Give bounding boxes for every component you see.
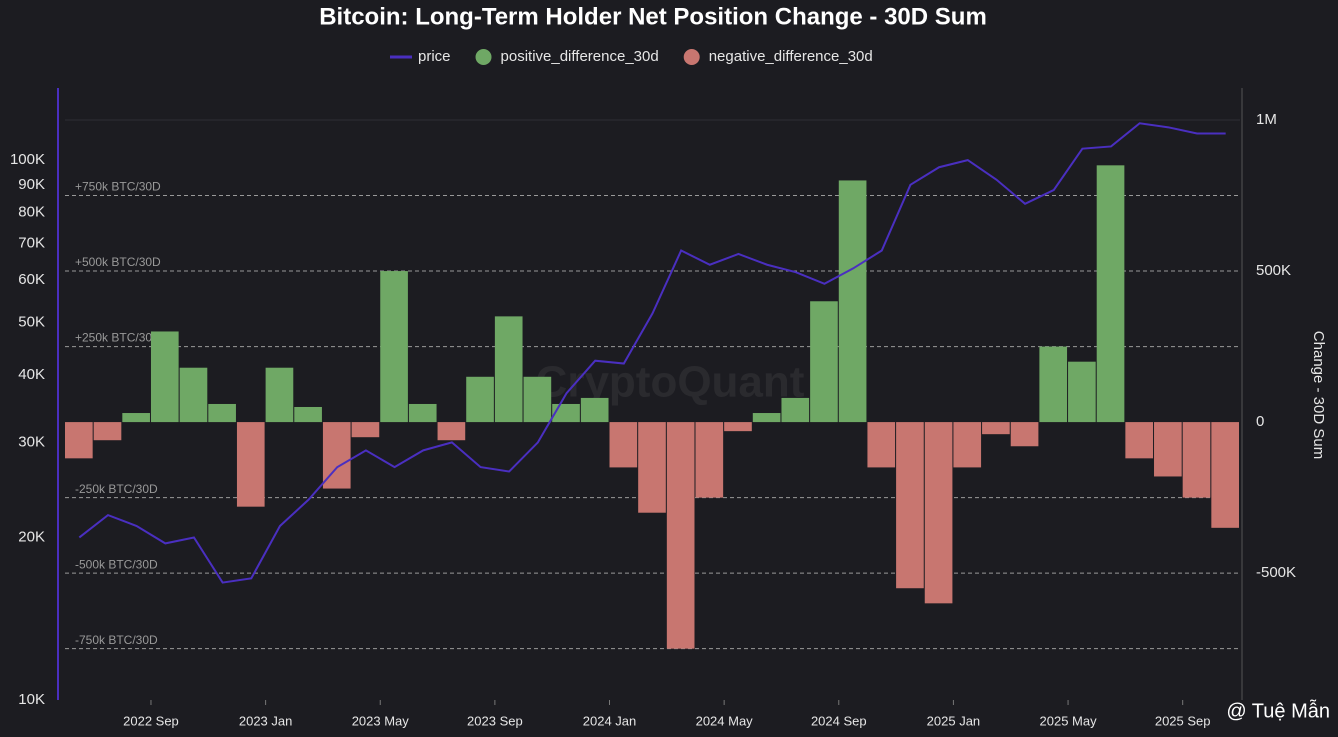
credit: @ Tuệ Mẫn (1226, 699, 1330, 722)
x-tick-label: 2025 Jan (927, 713, 981, 728)
legend-swatch (475, 49, 492, 65)
x-tick-label: 2025 May (1040, 713, 1098, 728)
reference-label: -250k BTC/30D (75, 482, 158, 496)
bar (666, 422, 695, 649)
reference-label: -750k BTC/30D (75, 633, 158, 647)
bar (695, 422, 724, 498)
y2-tick-label: 1M (1256, 111, 1277, 128)
bar (1154, 422, 1182, 477)
price-line (78, 122, 1226, 584)
bar (494, 316, 523, 423)
y-tick-label: 80K (18, 203, 45, 220)
bar (1096, 165, 1125, 423)
x-tick-label: 2024 Sep (811, 713, 867, 728)
bar (208, 403, 236, 423)
y2-tick-label: 0 (1256, 413, 1264, 430)
bar (93, 422, 122, 441)
bar (924, 422, 953, 604)
bar (609, 422, 638, 468)
y-tick-label: 20K (18, 528, 45, 545)
bar (380, 271, 408, 423)
y2-tick-label: 500K (1256, 262, 1291, 279)
bar (1010, 422, 1039, 447)
y-tick-label: 90K (18, 176, 45, 193)
legend-label: negative_difference_30d (709, 48, 873, 65)
y2-tick-label: -500K (1256, 564, 1296, 581)
bar (408, 403, 437, 423)
reference-label: -500k BTC/30D (75, 557, 158, 571)
bar (523, 376, 552, 423)
bar (953, 422, 982, 468)
bar (1182, 422, 1211, 498)
bar (466, 376, 494, 423)
chart-title: Bitcoin: Long-Term Holder Net Position C… (319, 3, 987, 30)
bar (896, 422, 924, 589)
y-tick-label: 40K (18, 366, 45, 383)
bar (638, 422, 666, 513)
x-tick-label: 2024 May (696, 713, 754, 728)
y-tick-label: 30K (18, 433, 45, 450)
bar (1211, 422, 1239, 528)
bar (781, 397, 810, 423)
bar (150, 331, 179, 423)
x-tick-label: 2025 Sep (1155, 713, 1211, 728)
bar (838, 180, 867, 423)
bar (982, 422, 1010, 435)
legend-label: positive_difference_30d (501, 48, 659, 65)
y-tick-label: 10K (18, 691, 45, 708)
reference-label: +750k BTC/30D (75, 180, 161, 194)
x-tick-label: 2023 May (352, 713, 410, 728)
bar (265, 367, 294, 423)
bar (810, 301, 838, 423)
y-tick-label: 70K (18, 235, 45, 252)
bar (437, 422, 466, 441)
bar (65, 422, 93, 459)
y-tick-label: 100K (10, 151, 45, 168)
bar (179, 367, 208, 423)
bar (236, 422, 265, 507)
bar (122, 413, 150, 423)
bar (867, 422, 896, 468)
legend-swatch (683, 49, 700, 65)
watermark: CryptoQuant (536, 358, 805, 407)
bar (1125, 422, 1154, 459)
legend-label: price (418, 48, 451, 65)
x-tick-label: 2023 Jan (239, 713, 293, 728)
bar (752, 413, 781, 423)
bar (1039, 346, 1068, 423)
reference-label: +500k BTC/30D (75, 255, 161, 269)
x-tick-label: 2022 Sep (123, 713, 179, 728)
y-tick-label: 50K (18, 314, 45, 331)
bar (552, 403, 580, 423)
reference-label: +250k BTC/30D (75, 331, 161, 345)
bar (724, 422, 752, 432)
bar (351, 422, 380, 438)
bar (1068, 361, 1096, 423)
x-tick-label: 2023 Sep (467, 713, 523, 728)
x-tick-label: 2024 Jan (583, 713, 637, 728)
bar (294, 406, 322, 423)
bar (580, 397, 609, 423)
y-tick-label: 60K (18, 271, 45, 288)
y2-axis-label: Change - 30D Sum (1310, 331, 1327, 459)
